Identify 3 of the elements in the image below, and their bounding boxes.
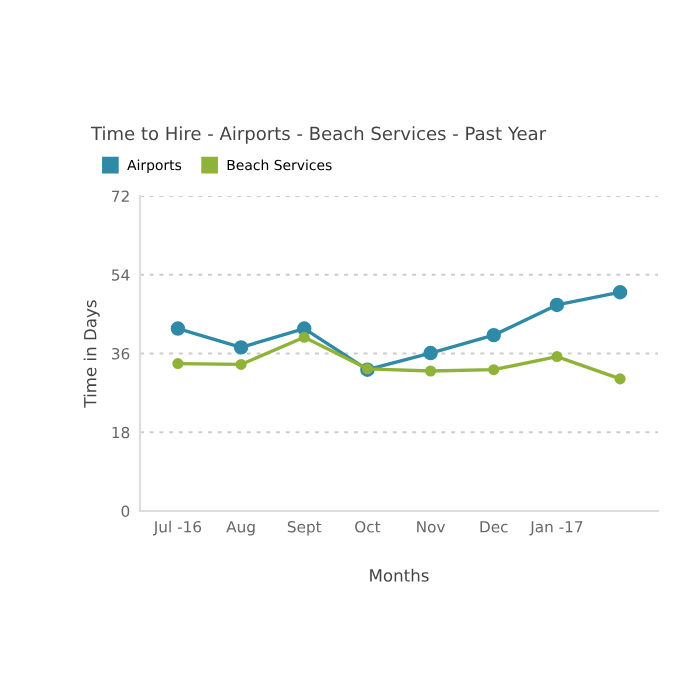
- chart-title: Time to Hire - Airports - Beach Services - Past Year: [90, 126, 547, 144]
- y-axis-title: Time in Days: [83, 300, 100, 408]
- x-axis-title: Months: [370, 568, 429, 582]
